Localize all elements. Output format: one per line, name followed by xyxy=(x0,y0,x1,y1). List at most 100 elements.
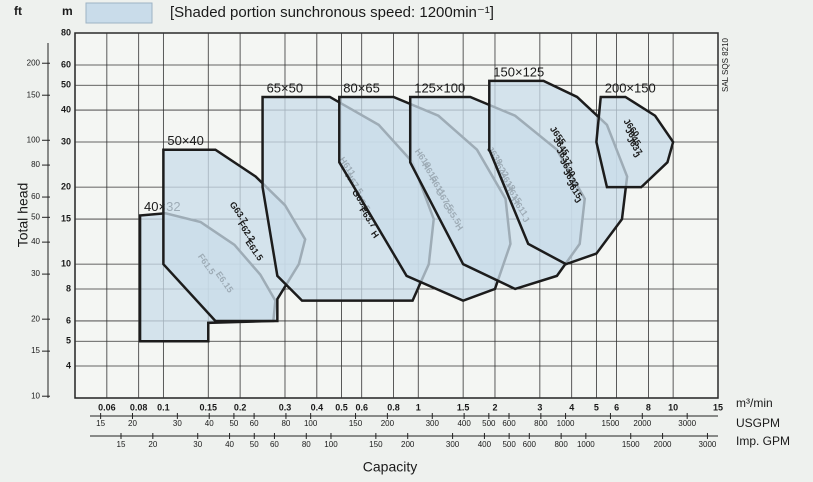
x2-tick-label: 100 xyxy=(304,419,318,428)
x3-tick-label: 200 xyxy=(401,440,415,449)
x3-tick-label: 400 xyxy=(478,440,492,449)
x-tick-label: 0.3 xyxy=(279,402,292,412)
x2-tick-label: 600 xyxy=(502,419,516,428)
y2-tick-label: 80 xyxy=(31,160,40,169)
x2-tick-label: 2000 xyxy=(633,419,651,428)
x-tick-label: 0.6 xyxy=(355,402,368,412)
curve-label: J xyxy=(572,195,583,205)
x-tick-label: 8 xyxy=(646,402,651,412)
x3-tick-label: 40 xyxy=(225,440,234,449)
y-tick-label: 4 xyxy=(66,360,71,370)
x2-tick-label: 40 xyxy=(205,419,214,428)
y-tick-label: 50 xyxy=(61,80,71,90)
x2-unit: USGPM xyxy=(736,416,780,430)
region-label: 125×100 xyxy=(414,80,465,95)
curve-label: H xyxy=(369,229,381,240)
x-tick-label: 0.06 xyxy=(98,402,116,412)
pump-region xyxy=(488,79,629,266)
x2-tick-label: 1500 xyxy=(602,419,620,428)
y-tick-label: 20 xyxy=(61,181,71,191)
x2-tick-label: 1000 xyxy=(557,419,575,428)
y2-tick-label: 15 xyxy=(31,346,40,355)
y-tick-label: 60 xyxy=(61,59,71,69)
x2-tick-label: 50 xyxy=(229,419,238,428)
x2-tick-label: 150 xyxy=(349,419,363,428)
x-tick-label: 0.2 xyxy=(234,402,247,412)
x2-tick-label: 80 xyxy=(281,419,290,428)
side-note: SAL SQS 8210 xyxy=(721,37,730,92)
x3-tick-label: 50 xyxy=(250,440,259,449)
x3-tick-label: 150 xyxy=(369,440,383,449)
x-tick-label: 3 xyxy=(537,402,542,412)
ft-unit: ft xyxy=(14,4,22,18)
x-tick-label: 0.5 xyxy=(335,402,348,412)
y-tick-label: 6 xyxy=(66,315,71,325)
y-tick-label: 10 xyxy=(61,259,71,269)
x2-tick-label: 20 xyxy=(128,419,137,428)
legend-swatch xyxy=(85,2,153,24)
y2-tick-label: 150 xyxy=(27,90,41,99)
x-tick-label: 10 xyxy=(668,402,678,412)
y-axis-label: Total head xyxy=(15,183,31,248)
x2-tick-label: 800 xyxy=(534,419,548,428)
x-tick-label: 0.8 xyxy=(387,402,400,412)
y2-tick-label: 10 xyxy=(31,391,40,400)
x-unit: m³/min xyxy=(736,396,773,410)
x-tick-label: 15 xyxy=(713,402,723,412)
x-tick-label: 2 xyxy=(492,402,497,412)
x3-tick-label: 500 xyxy=(502,440,516,449)
x-axis-label: Capacity xyxy=(363,459,417,475)
curve-label: J xyxy=(631,150,642,160)
x3-tick-label: 3000 xyxy=(699,440,717,449)
x2-tick-label: 400 xyxy=(457,419,471,428)
y-tick-label: 30 xyxy=(61,136,71,146)
x2-tick-label: 200 xyxy=(381,419,395,428)
x2-tick-label: 500 xyxy=(482,419,496,428)
x3-tick-label: 100 xyxy=(324,440,338,449)
x3-tick-label: 1000 xyxy=(577,440,595,449)
x-tick-label: 0.15 xyxy=(199,402,217,412)
x-tick-label: 5 xyxy=(594,402,599,412)
x3-tick-label: 2000 xyxy=(654,440,672,449)
y2-tick-label: 100 xyxy=(27,135,41,144)
x3-tick-label: 80 xyxy=(302,440,311,449)
x3-tick-label: 300 xyxy=(446,440,460,449)
x-tick-label: 4 xyxy=(569,402,574,412)
x3-unit: Imp. GPM xyxy=(736,434,790,448)
x2-tick-label: 15 xyxy=(96,419,105,428)
x-tick-label: 1 xyxy=(416,402,421,412)
y2-tick-label: 30 xyxy=(31,269,40,278)
x3-tick-label: 15 xyxy=(117,440,126,449)
x3-tick-label: 1500 xyxy=(622,440,640,449)
region-label: 150×125 xyxy=(493,64,544,79)
x3-tick-label: 20 xyxy=(148,440,157,449)
x-tick-label: 0.08 xyxy=(130,402,148,412)
x2-tick-label: 3000 xyxy=(678,419,696,428)
y2-tick-label: 50 xyxy=(31,212,40,221)
y2-tick-label: 200 xyxy=(27,58,41,67)
x3-tick-label: 60 xyxy=(270,440,279,449)
y-tick-label: 15 xyxy=(61,213,71,223)
x2-tick-label: 30 xyxy=(173,419,182,428)
x2-tick-label: 300 xyxy=(426,419,440,428)
y-tick-label: 5 xyxy=(66,336,71,346)
y-tick-label: 40 xyxy=(61,104,71,114)
y-tick-label: 80 xyxy=(61,27,71,37)
x3-tick-label: 600 xyxy=(523,440,537,449)
x3-tick-label: 30 xyxy=(193,440,202,449)
x3-tick-label: 800 xyxy=(554,440,568,449)
chart-title: [Shaded portion sunchronous speed: 1200m… xyxy=(170,4,494,21)
region-label: 80×65 xyxy=(343,80,380,95)
x2-tick-label: 60 xyxy=(250,419,259,428)
pump-region xyxy=(595,95,675,189)
y2-tick-label: 20 xyxy=(31,314,40,323)
y2-tick-label: 40 xyxy=(31,237,40,246)
region-label: 65×50 xyxy=(267,80,304,95)
region-label: 200×150 xyxy=(605,80,656,95)
x-tick-label: 0.1 xyxy=(157,402,170,412)
x-tick-label: 1.5 xyxy=(457,402,470,412)
m-unit: m xyxy=(62,4,73,18)
y-tick-label: 8 xyxy=(66,283,71,293)
x-tick-label: 0.4 xyxy=(311,402,324,412)
